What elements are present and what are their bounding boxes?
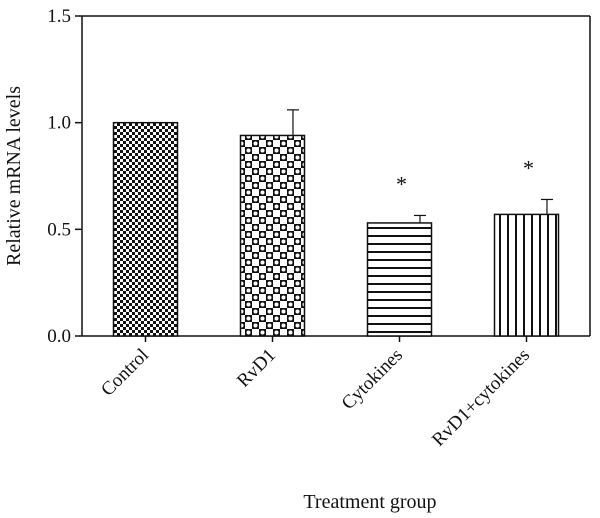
y-tick-label: 1.5 — [47, 6, 71, 27]
y-tick-label: 0.5 — [47, 219, 71, 240]
bar — [239, 134, 306, 337]
bar — [366, 222, 433, 337]
x-axis-ticks: Control RvD1 Cytokines RvD1+cytokines — [97, 336, 534, 451]
y-tick-label: 0.0 — [47, 326, 71, 347]
x-tick-label: Control — [97, 345, 153, 401]
y-tick-label: 1.0 — [47, 113, 71, 134]
error-bars — [286, 109, 553, 223]
significance-asterisk: * — [523, 155, 534, 180]
y-axis-label: Relative mRNA levels — [3, 86, 25, 266]
y-axis-ticks: 0.0 0.5 1.0 1.5 — [47, 6, 82, 347]
bars — [112, 121, 560, 337]
bar — [112, 121, 179, 337]
significance-asterisk: * — [396, 171, 407, 196]
significance-marks: ** — [396, 155, 534, 196]
bar — [493, 213, 560, 337]
x-tick-label: RvD1 — [233, 345, 280, 392]
x-axis-label: Treatment group — [303, 491, 436, 513]
x-tick-label: RvD1+cytokines — [428, 345, 534, 451]
x-tick-label: Cytokines — [338, 345, 407, 414]
